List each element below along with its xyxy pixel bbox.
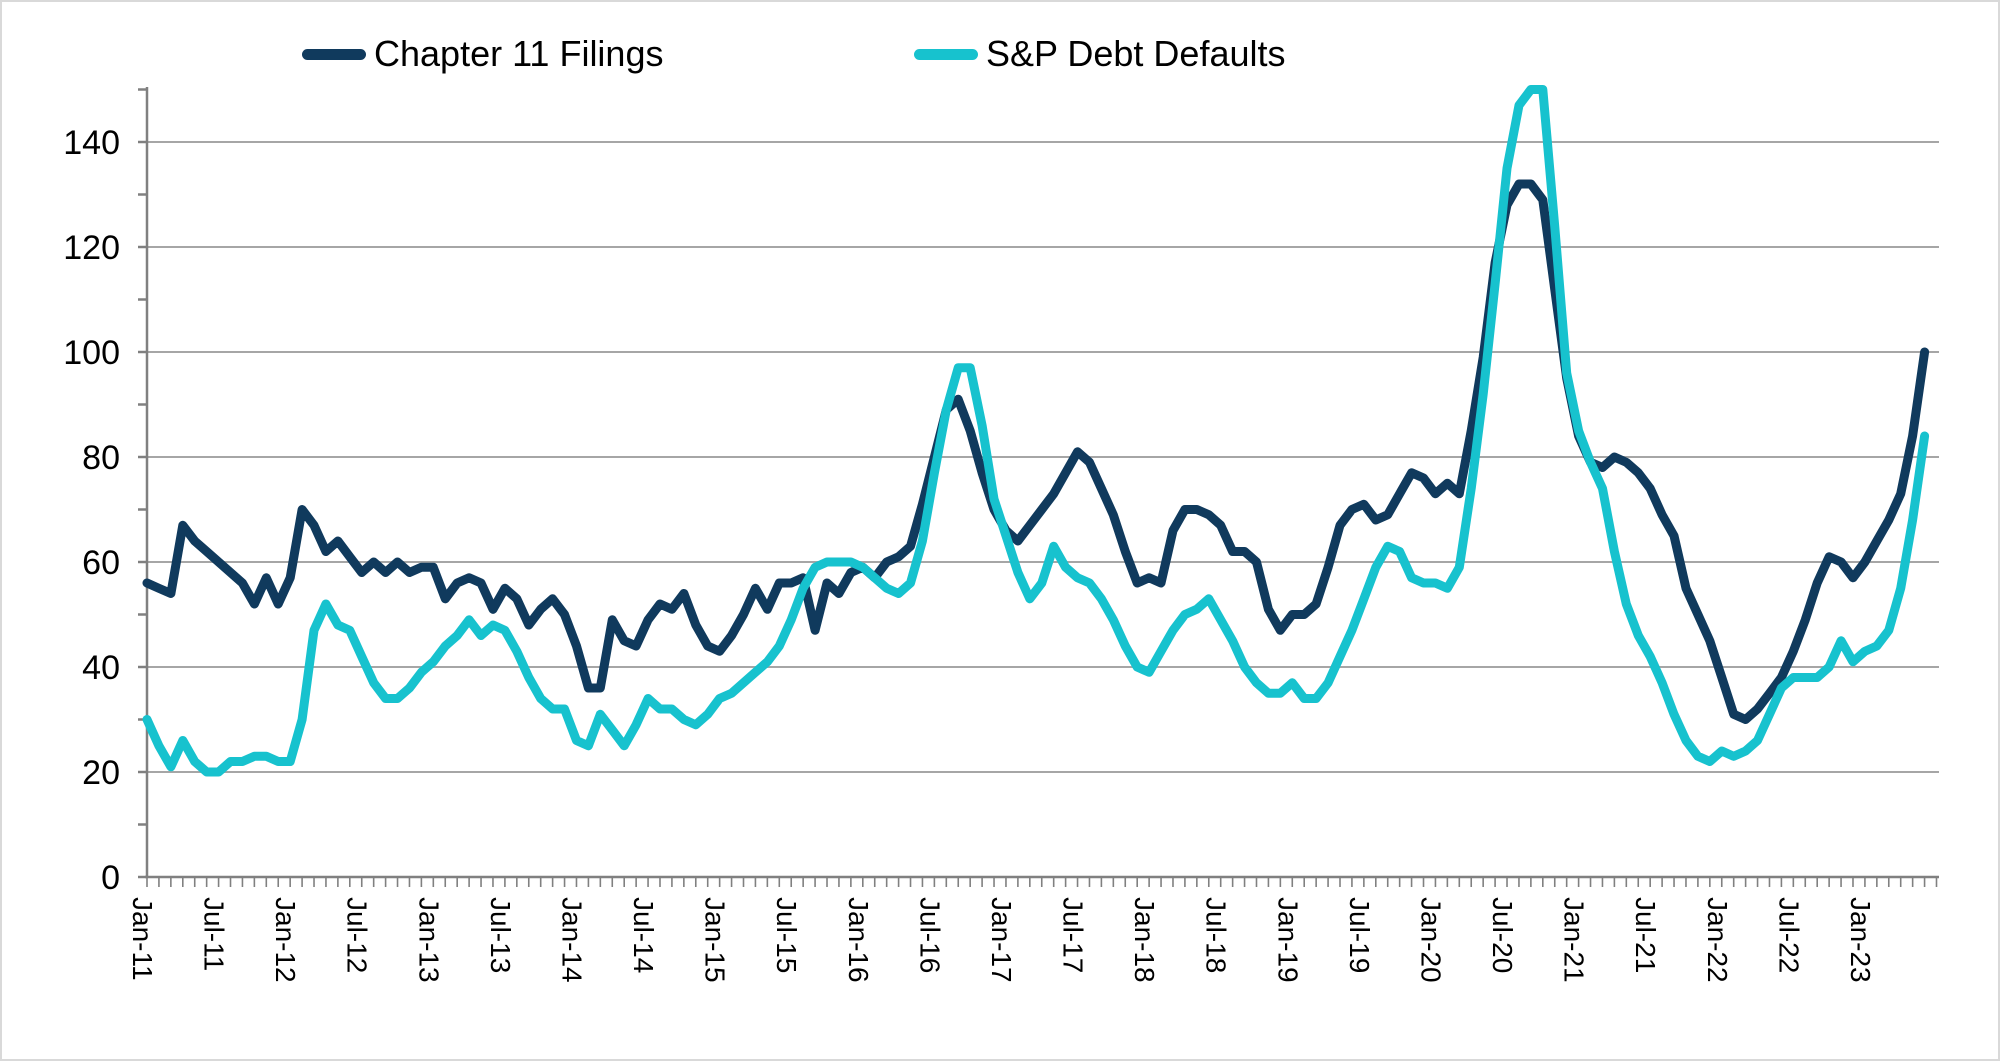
x-axis-label: Jul-21 bbox=[1630, 897, 1661, 973]
x-axis-label: Jan-19 bbox=[1272, 897, 1303, 983]
x-axis-label: Jan-14 bbox=[556, 897, 587, 983]
y-axis-label: 120 bbox=[63, 229, 120, 267]
x-axis-label: Jan-16 bbox=[843, 897, 874, 983]
x-axis-label: Jan-18 bbox=[1129, 897, 1160, 983]
series-line-sp-debt-defaults bbox=[142, 85, 1930, 777]
x-axis-label: Jul-20 bbox=[1487, 897, 1518, 973]
y-axis-label: 0 bbox=[101, 859, 120, 897]
x-axis-label: Jul-14 bbox=[628, 897, 659, 973]
x-axis-label: Jan-20 bbox=[1415, 897, 1446, 983]
x-axis-label: Jul-22 bbox=[1773, 897, 1804, 973]
legend-swatch-chapter-11-icon bbox=[302, 48, 366, 60]
legend-item-sp-debt-defaults: S&P Debt Defaults bbox=[914, 32, 1286, 76]
x-axis-label: Jan-15 bbox=[700, 897, 731, 983]
x-axis-label: Jan-22 bbox=[1702, 897, 1733, 983]
x-axis-label: Jan-23 bbox=[1845, 897, 1876, 983]
y-axis-label: 100 bbox=[63, 334, 120, 372]
legend-label-sp-defaults: S&P Debt Defaults bbox=[986, 33, 1286, 74]
x-axis-label: Jul-18 bbox=[1201, 897, 1232, 973]
x-axis-label: Jan-13 bbox=[413, 897, 444, 983]
legend-item-chapter-11-filings: Chapter 11 Filings bbox=[302, 32, 663, 76]
legend-label-chapter-11: Chapter 11 Filings bbox=[374, 33, 664, 74]
x-axis-label: Jul-12 bbox=[342, 897, 373, 973]
y-axis-label: 60 bbox=[82, 544, 120, 582]
x-axis-label: Jan-12 bbox=[270, 897, 301, 983]
x-axis-label: Jul-19 bbox=[1344, 897, 1375, 973]
x-axis-label: Jul-11 bbox=[199, 897, 230, 971]
x-axis-label: Jul-16 bbox=[914, 897, 945, 973]
y-axis-label: 20 bbox=[82, 754, 120, 792]
x-axis-label: Jul-15 bbox=[771, 897, 802, 973]
x-axis-label: Jan-17 bbox=[986, 897, 1017, 983]
y-axis-label: 80 bbox=[82, 439, 120, 477]
legend-swatch-sp-defaults-icon bbox=[914, 48, 978, 60]
y-axis-label: 140 bbox=[63, 124, 120, 162]
series-line-chapter-11-filings bbox=[142, 179, 1930, 724]
x-axis-label: Jul-17 bbox=[1058, 897, 1089, 973]
x-axis-label: Jan-11 bbox=[127, 897, 158, 981]
x-axis-label: Jan-21 bbox=[1559, 897, 1590, 983]
y-axis-label: 40 bbox=[82, 649, 120, 687]
x-axis-label: Jul-13 bbox=[485, 897, 516, 973]
